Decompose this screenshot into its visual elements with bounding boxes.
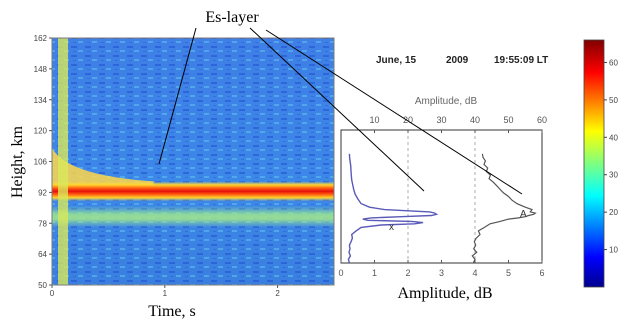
heatmap-y-tick-label: 106 [34, 158, 48, 167]
annotation-line-A [265, 29, 523, 195]
profile-bottom-tick-label: 6 [539, 268, 544, 278]
series-line-A [471, 153, 537, 264]
profile-bottom-tick-label: 3 [439, 268, 444, 278]
heatmap-x-ticks: 0 1 2 [50, 285, 280, 298]
heatmap-y-tick-label: 64 [38, 250, 47, 259]
profile-top-ticks: 10 20 30 40 50 60 [369, 115, 547, 133]
heatmap-secondary-band [52, 205, 334, 228]
heatmap-strong-band [52, 181, 334, 202]
es-layer-annotation: Es-layer [205, 9, 259, 26]
profile-bottom-axis-label: Amplitude, dB [397, 285, 492, 302]
profile-top-tick-label: 10 [369, 115, 379, 125]
heatmap-x-tick-label: 1 [163, 289, 168, 298]
series-label-A: A [520, 209, 527, 220]
series-label-x: x [389, 222, 394, 233]
heatmap-y-tick-label: 148 [34, 65, 48, 74]
profile-bottom-tick-label: 1 [372, 268, 377, 278]
colorbar-ticks: 10 20 30 40 50 60 [604, 58, 618, 255]
profile-top-tick-label: 50 [503, 115, 513, 125]
profile-top-tick-label: 30 [436, 115, 446, 125]
heatmap-y-tick-label: 50 [38, 281, 47, 290]
header-year: 2009 [446, 55, 469, 66]
profile-top-tick-label: 40 [470, 115, 480, 125]
heatmap-left-column [58, 38, 68, 285]
series-line-x [347, 153, 439, 264]
header-time: 19:55:09 LT [494, 55, 548, 66]
heatmap-y-tick-label: 92 [38, 188, 47, 197]
heatmap-y-ticks: 50 64 78 92 106 120 134 148 162 [34, 34, 52, 290]
heatmap-y-tick-label: 162 [34, 34, 48, 43]
colorbar-tick-label: 30 [609, 171, 618, 180]
profile-frame [340, 129, 543, 264]
heatmap-es-onset [52, 148, 154, 186]
colorbar-tick-label: 60 [609, 58, 618, 67]
colorbar-tick-label: 50 [609, 96, 618, 105]
profile-bottom-tick-label: 5 [506, 268, 511, 278]
colorbar-tick-label: 40 [609, 133, 618, 142]
annotation-line-x [249, 27, 425, 192]
heatmap-y-tick-label: 134 [34, 96, 48, 105]
heatmap-x-tick-label: 0 [50, 289, 55, 298]
heatmap-y-axis-label: Height, km [9, 125, 26, 198]
profile-bottom-tick-label: 4 [472, 268, 477, 278]
colorbar-tick-label: 10 [609, 246, 618, 255]
profile-top-tick-label: 20 [403, 115, 413, 125]
profile-top-tick-label: 60 [537, 115, 547, 125]
heatmap-x-tick-label: 2 [275, 289, 280, 298]
heatmap-x-axis-label: Time, s [148, 303, 195, 320]
heatmap-y-tick-label: 120 [34, 127, 48, 136]
annotation-line-heatmap [158, 27, 197, 165]
colorbar-tick-label: 20 [609, 208, 618, 217]
profile-top-axis-label: Amplitude, dB [415, 96, 478, 107]
heatmap-panel [52, 38, 334, 285]
profile-bottom-tick-label: 0 [338, 268, 343, 278]
colorbar [583, 39, 605, 288]
heatmap-speckle [52, 38, 334, 285]
heatmap-y-tick-label: 78 [38, 219, 47, 228]
header-date: June, 15 [376, 55, 416, 66]
profile-bottom-ticks: 0 1 2 3 4 5 6 [338, 260, 545, 278]
profile-bottom-tick-label: 2 [405, 268, 410, 278]
